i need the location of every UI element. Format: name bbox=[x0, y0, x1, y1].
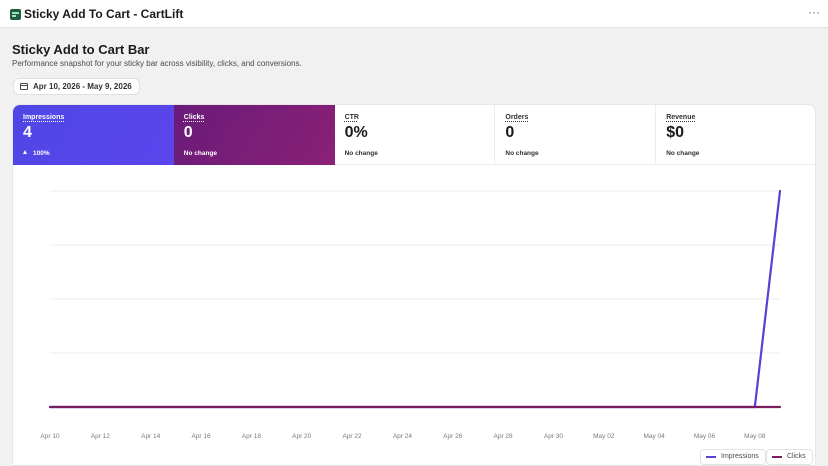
x-tick-label: Apr 18 bbox=[242, 433, 262, 440]
x-tick-label: May 02 bbox=[593, 433, 615, 440]
metrics-row: Impressions 4 100% Clicks 0 No change CT… bbox=[13, 105, 815, 165]
metric-value: 0% bbox=[344, 124, 368, 141]
metric-ctr[interactable]: CTR 0% No change bbox=[334, 105, 496, 165]
date-range-label: Apr 10, 2026 - May 9, 2026 bbox=[33, 82, 132, 91]
x-tick-label: May 04 bbox=[643, 433, 665, 440]
app-header: Sticky Add To Cart - CartLift ··· bbox=[0, 0, 828, 28]
x-tick-label: Apr 20 bbox=[292, 433, 312, 440]
x-tick-label: Apr 22 bbox=[342, 433, 362, 440]
x-tick-label: Apr 26 bbox=[443, 433, 463, 440]
metric-label: CTR bbox=[344, 114, 359, 121]
legend-item-clicks[interactable]: Clicks bbox=[766, 449, 813, 465]
analytics-card: Impressions 4 100% Clicks 0 No change CT… bbox=[12, 104, 816, 466]
x-tick-label: Apr 10 bbox=[40, 433, 60, 440]
more-icon[interactable]: ··· bbox=[808, 5, 820, 19]
metric-clicks[interactable]: Clicks 0 No change bbox=[173, 105, 335, 165]
x-tick-label: Apr 30 bbox=[544, 433, 564, 440]
app-title: Sticky Add To Cart - CartLift bbox=[24, 7, 184, 21]
metric-change: 100% bbox=[23, 150, 50, 157]
metric-impressions[interactable]: Impressions 4 100% bbox=[13, 105, 174, 165]
date-range-picker-button[interactable]: Apr 10, 2026 - May 9, 2026 bbox=[13, 78, 140, 95]
metric-change: No change bbox=[666, 150, 700, 157]
x-tick-label: May 06 bbox=[694, 433, 716, 440]
legend-label: Impressions bbox=[721, 453, 759, 460]
app-logo-icon bbox=[10, 9, 21, 20]
metric-change: No change bbox=[344, 150, 378, 157]
legend-item-impressions[interactable]: Impressions bbox=[700, 449, 766, 465]
arrow-up-icon bbox=[23, 150, 27, 154]
metric-revenue[interactable]: Revenue $0 No change bbox=[656, 105, 815, 165]
metric-label: Clicks bbox=[183, 114, 205, 121]
x-tick-label: Apr 24 bbox=[393, 433, 413, 440]
x-tick-label: Apr 14 bbox=[141, 433, 161, 440]
metric-value: 0 bbox=[505, 124, 515, 141]
page-title: Sticky Add to Cart Bar bbox=[12, 42, 150, 57]
metric-change: No change bbox=[505, 150, 539, 157]
metric-orders[interactable]: Orders 0 No change bbox=[495, 105, 657, 165]
x-tick-label: Apr 12 bbox=[91, 433, 111, 440]
metric-value: 0 bbox=[183, 124, 193, 141]
metric-value: $0 bbox=[666, 124, 684, 141]
x-tick-label: Apr 28 bbox=[494, 433, 514, 440]
metric-label: Impressions bbox=[23, 114, 65, 121]
x-tick-label: May 08 bbox=[744, 433, 766, 440]
line-chart: Apr 10 Apr 12 Apr 14 Apr 16 Apr 18 Apr 20 Apr … bbox=[40, 189, 782, 440]
legend-label: Clicks bbox=[787, 453, 806, 460]
page-subtitle: Performance snapshot for your sticky bar… bbox=[12, 59, 302, 68]
metric-label: Revenue bbox=[666, 114, 696, 121]
metric-change-value: 100% bbox=[33, 150, 50, 157]
metric-label: Orders bbox=[505, 114, 529, 121]
calendar-icon bbox=[20, 83, 28, 90]
x-tick-label: Apr 16 bbox=[191, 433, 211, 440]
legend-swatch-impressions bbox=[706, 456, 716, 458]
metric-value: 4 bbox=[23, 124, 32, 141]
legend-swatch-clicks bbox=[772, 456, 782, 458]
metric-change: No change bbox=[183, 150, 218, 157]
